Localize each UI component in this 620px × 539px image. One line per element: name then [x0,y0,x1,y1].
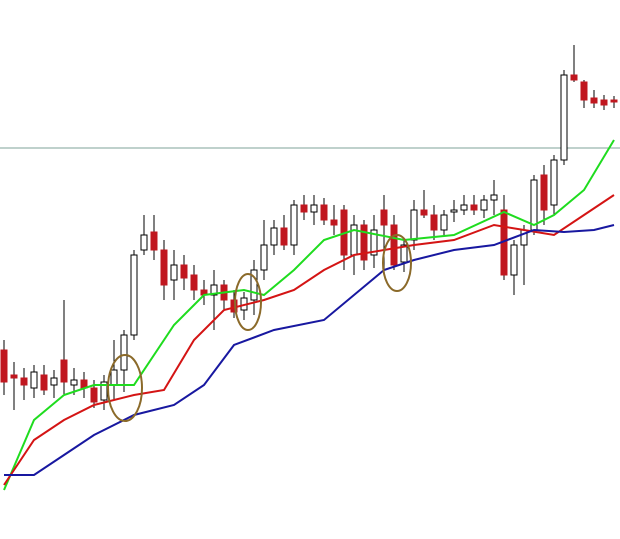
candle-body [530,179,538,231]
candle-body [510,244,518,276]
candle-body [600,99,608,106]
candle-body [330,219,338,226]
candle-body [560,74,568,161]
candle-body [370,229,378,256]
candle-body [10,374,18,379]
candle-body [190,274,198,291]
highlight-circle [382,234,412,292]
candle-body [480,199,488,211]
candle-body [490,194,498,201]
candle-body [90,387,98,403]
candle-body [0,349,8,383]
candle-body [110,369,118,386]
candle-body [590,97,598,104]
candle-body [470,204,478,211]
candle-body [180,264,188,279]
candle-body [250,269,258,301]
candle-body [140,234,148,251]
candle-body [380,209,388,226]
candle-body [460,204,468,211]
candle-body [30,371,38,389]
candle-body [320,204,328,221]
candle-body [120,334,128,371]
indicator-line [4,224,615,476]
highlight-circle [107,354,143,422]
candle-body [20,377,28,386]
candle-body [60,359,68,383]
candle-body [40,374,48,391]
candle-body [420,209,428,216]
candle-body [390,224,398,266]
indicator-line [3,194,615,486]
candle-body [550,159,558,206]
candle-body [580,81,588,101]
candle-body [260,244,268,271]
candle-body [290,204,298,246]
candle-body [160,249,168,286]
highlight-circle [234,273,262,331]
candle-body [310,204,318,213]
candle-body [70,379,78,386]
candle-body [430,214,438,231]
candle-body [50,377,58,386]
candle-body [170,264,178,281]
candle-body [360,224,368,261]
candle-body [610,99,618,103]
candle-body [300,204,308,213]
candle-body [400,244,408,263]
candle-body [130,254,138,336]
candle-body [150,231,158,251]
candle-body [570,74,578,81]
indicator-line [3,139,615,491]
candle-body [540,174,548,211]
candle-body [210,284,218,296]
candle-body [100,381,108,401]
candle-body [410,209,418,241]
candle-body [280,227,288,246]
candle-body [450,209,458,213]
annotations [107,234,412,422]
candle-body [270,227,278,246]
candle-body [440,214,448,231]
plot [0,45,620,491]
